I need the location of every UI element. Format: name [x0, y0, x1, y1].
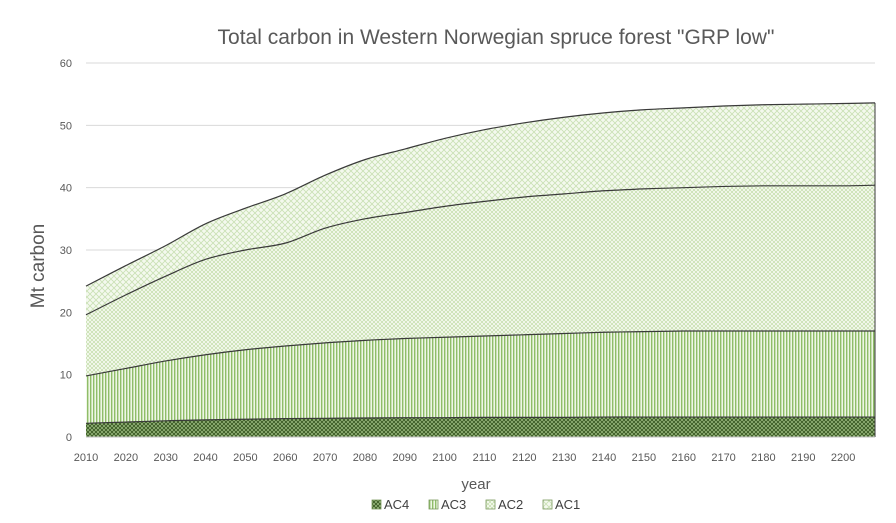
series-boundaries: [85, 102, 876, 438]
x-tick-label: 2190: [791, 452, 815, 464]
x-tick-label: 2090: [393, 452, 417, 464]
x-tick-label: 2010: [74, 452, 98, 464]
legend-label-ac1: AC1: [555, 497, 580, 512]
area-ac2: [86, 185, 875, 376]
x-tick-label: 2080: [353, 452, 377, 464]
line-ac4: [85, 416, 875, 424]
x-tick-label: 2200: [831, 452, 855, 464]
x-tick-label: 2030: [153, 452, 177, 464]
x-tick-label: 2140: [592, 452, 616, 464]
legend-label-ac2: AC2: [498, 497, 523, 512]
y-tick-label: 0: [66, 432, 72, 444]
y-tick-label: 30: [60, 245, 72, 257]
line-ac1: [85, 102, 876, 287]
y-tick-label: 10: [60, 370, 72, 382]
y-tick-label: 40: [60, 183, 72, 195]
y-tick-label: 60: [60, 58, 72, 70]
x-tick-label: 2050: [233, 452, 257, 464]
x-tick-label: 2070: [313, 452, 337, 464]
x-tick-label: 2170: [711, 452, 735, 464]
area-ac1: [86, 102, 875, 315]
x-tick-label: 2110: [473, 452, 497, 464]
x-tick-label: 2060: [273, 452, 297, 464]
stacked-areas: [86, 102, 875, 437]
x-tick-label: 2180: [751, 452, 775, 464]
x-tick-label: 2160: [671, 452, 695, 464]
line-ac3: [85, 330, 875, 377]
legend: AC4 AC3 AC2 AC1: [371, 497, 580, 512]
y-tick-label: 50: [60, 120, 72, 132]
x-tick-label: 2120: [512, 452, 536, 464]
legend-label-ac3: AC3: [441, 497, 466, 512]
x-tick-label: 2100: [432, 452, 456, 464]
chart-title: Total carbon in Western Norwegian spruce…: [218, 26, 775, 49]
line-ac2: [85, 184, 876, 316]
x-tick-label: 2020: [114, 452, 138, 464]
x-axis-title: year: [461, 476, 490, 493]
legend-label-ac4: AC4: [384, 497, 409, 512]
legend-swatch-ac2: [485, 499, 496, 510]
y-axis-ticks: 0 10 20 30 40 50 60: [60, 58, 72, 444]
area-ac3: [86, 330, 875, 424]
legend-swatch-ac1: [542, 499, 553, 510]
x-tick-label: 2040: [193, 452, 217, 464]
legend-swatch-ac4: [371, 499, 382, 510]
x-axis-ticks: 2010 2020 2030 2040 2050 2060 2070 2080 2090 2100…: [74, 452, 856, 464]
area-ac4: [86, 417, 875, 437]
x-tick-label: 2150: [632, 452, 656, 464]
legend-swatch-ac3: [428, 499, 439, 510]
y-axis-title: Mt carbon: [28, 224, 49, 308]
x-tick-label: 2130: [552, 452, 576, 464]
y-tick-label: 20: [60, 307, 72, 319]
